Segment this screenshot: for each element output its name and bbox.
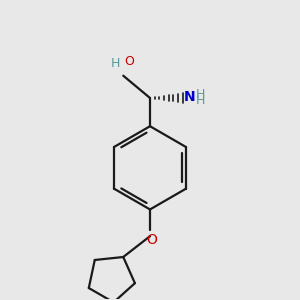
Text: H: H (196, 88, 206, 101)
Text: H: H (196, 94, 206, 107)
Text: O: O (146, 233, 157, 247)
Text: O: O (125, 55, 135, 68)
Text: N: N (184, 89, 196, 103)
Text: H: H (111, 57, 120, 70)
